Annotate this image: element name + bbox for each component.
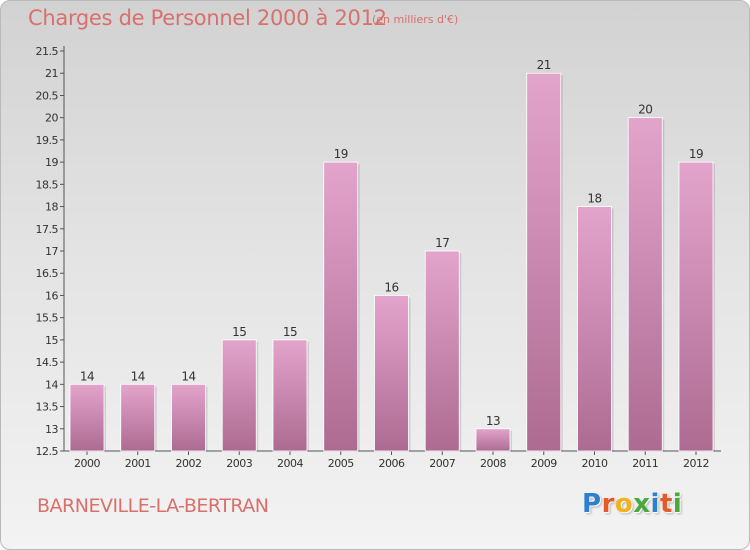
- bar-2004: [272, 339, 308, 452]
- chart-unit: (en milliers d'€): [372, 13, 459, 26]
- logo-letter: x: [633, 489, 651, 519]
- commune-name: BARNEVILLE-LA-BERTRAN: [37, 495, 269, 517]
- logo-letter: r: [601, 489, 615, 519]
- bar-2002: [171, 383, 206, 452]
- x-tick-label: 2007: [429, 457, 455, 470]
- y-tick-label: 21.5: [36, 45, 59, 58]
- value-label: 15: [283, 325, 297, 339]
- logo-letter: i: [672, 489, 683, 519]
- bar-2007: [424, 250, 460, 452]
- value-label: 17: [435, 236, 449, 250]
- value-label: 14: [131, 369, 145, 383]
- x-tick-label: 2005: [328, 457, 354, 470]
- value-label: 20: [638, 103, 652, 117]
- y-tick-label: 19.5: [36, 134, 59, 147]
- y-tick-label: 20.5: [36, 89, 59, 102]
- bar-2010: [577, 206, 612, 452]
- y-tick-label: 15: [45, 334, 58, 347]
- value-label: 14: [181, 369, 195, 383]
- bar-2009: [526, 72, 562, 452]
- logo-letter: t: [659, 489, 673, 519]
- x-tick-label: 2003: [226, 457, 252, 470]
- value-label: 21: [537, 58, 551, 72]
- bar-2011: [627, 117, 663, 452]
- value-label: 16: [384, 280, 398, 294]
- value-label: 19: [334, 147, 348, 161]
- value-labels: 14 14 14 15 15 19 16 17 13 21 18 20 19: [80, 58, 704, 428]
- value-label: 15: [232, 325, 246, 339]
- x-tick-label: 2002: [176, 457, 202, 470]
- bar-2001: [120, 383, 156, 452]
- bar-2005: [323, 161, 359, 452]
- y-tick-label: 18.5: [36, 178, 59, 191]
- chart-title: Charges de Personnel 2000 à 2012: [28, 6, 387, 30]
- value-label: 14: [80, 369, 94, 383]
- y-tick-label: 14: [45, 378, 58, 391]
- bars: [69, 72, 715, 452]
- x-tick-label: 2006: [379, 457, 405, 470]
- y-tick-label: 16.5: [36, 267, 59, 280]
- x-tick-label: 2004: [277, 457, 303, 470]
- logo-letter: i: [650, 489, 660, 519]
- value-label: 19: [689, 147, 703, 161]
- y-tick-label: 17.5: [36, 223, 59, 236]
- y-tick-label: 16: [45, 289, 58, 302]
- y-tick-label: 17: [45, 245, 58, 258]
- x-tick-label: 2008: [480, 457, 506, 470]
- x-tick-label: 2011: [632, 457, 658, 470]
- bar-2000: [69, 383, 105, 452]
- y-tick-label: 13.5: [36, 401, 59, 414]
- proxiti-logo: Proxiti: [582, 489, 682, 519]
- value-label: 18: [587, 192, 601, 206]
- logo-letter: P: [582, 489, 602, 519]
- value-label: 13: [486, 414, 500, 428]
- y-tick-label: 14.5: [36, 356, 59, 369]
- logo-letter: o: [614, 489, 634, 519]
- x-tick-label: 2000: [74, 457, 100, 470]
- y-tick-label: 19: [45, 156, 58, 169]
- y-tick-label: 15.5: [36, 312, 59, 325]
- axes: 12.5 13 13.5 14 14.5 15 15.5 16 16.5 17 17.5 18 18.5…: [36, 45, 721, 470]
- y-tick-label: 18: [45, 201, 58, 214]
- bar-2012: [678, 161, 714, 452]
- y-tick-label: 13: [45, 423, 58, 436]
- y-tick-label: 21: [45, 67, 58, 80]
- y-tick-label: 12.5: [36, 445, 59, 458]
- x-tick-label: 2009: [531, 457, 557, 470]
- bar-2008: [475, 428, 511, 452]
- y-tick-label: 20: [45, 112, 58, 125]
- bar-2003: [221, 339, 257, 452]
- x-tick-label: 2012: [683, 457, 709, 470]
- bar-2006: [374, 295, 409, 452]
- x-tick-label: 2010: [582, 457, 608, 470]
- x-tick-label: 2001: [125, 457, 151, 470]
